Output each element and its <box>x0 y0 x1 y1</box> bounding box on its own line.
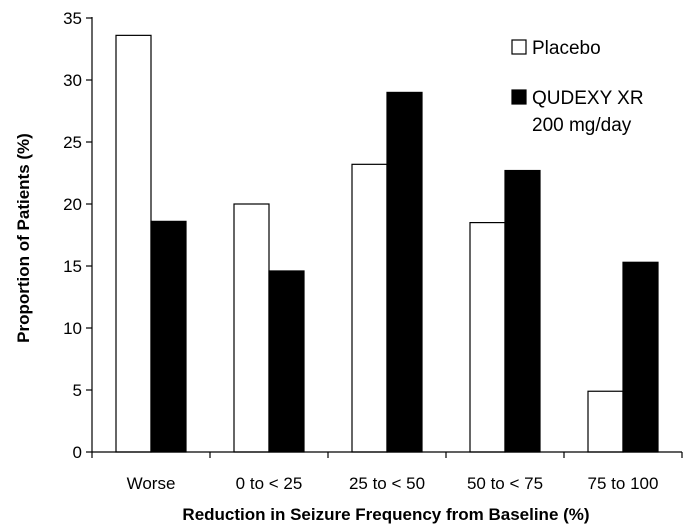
legend-label-placebo: Placebo <box>532 38 601 59</box>
y-tick-label: 10 <box>63 319 82 338</box>
y-tick-label: 30 <box>63 71 82 90</box>
bar-placebo-0 <box>115 34 152 453</box>
y-tick-label: 20 <box>63 195 82 214</box>
axes-group <box>91 17 682 453</box>
y-tick-label: 5 <box>73 381 82 400</box>
y-tick-label: 15 <box>63 257 82 276</box>
bar-qudexy-0 <box>150 220 187 453</box>
legend-swatch-placebo <box>511 39 527 55</box>
bar-placebo-4 <box>587 390 624 453</box>
x-tick-label: 25 to < 50 <box>349 474 425 493</box>
bar-placebo-3 <box>469 222 506 453</box>
legend: Placebo QUDEXY XR 200 mg/day <box>511 38 644 136</box>
y-tick-label: 0 <box>73 443 82 462</box>
y-ticks-group: 0 5 10 15 20 25 30 35 <box>63 9 92 462</box>
x-tick-label: 50 to < 75 <box>467 474 543 493</box>
bar-qudexy-2 <box>386 91 423 453</box>
legend-swatch-qudexy <box>511 89 527 105</box>
y-tick-label: 35 <box>63 9 82 28</box>
x-ticks-group: Worse 0 to < 25 25 to < 50 50 to < 75 75 to … <box>91 452 683 493</box>
bar-placebo-1 <box>233 203 270 453</box>
x-axis-title: Reduction in Seizure Frequency from Base… <box>182 505 589 524</box>
bar-qudexy-4 <box>622 261 659 453</box>
x-tick-label: Worse <box>127 474 176 493</box>
bar-qudexy-3 <box>504 169 541 453</box>
x-tick-label: 0 to < 25 <box>236 474 303 493</box>
x-tick-label: 75 to 100 <box>588 474 659 493</box>
bars-group <box>115 34 659 453</box>
legend-label-qudexy: 200 mg/day <box>532 115 632 136</box>
y-axis-title: Proportion of Patients (%) <box>14 133 33 343</box>
bar-qudexy-1 <box>268 270 305 453</box>
y-tick-label: 25 <box>63 133 82 152</box>
legend-label-qudexy: QUDEXY XR <box>532 88 644 109</box>
bar-placebo-2 <box>351 163 388 453</box>
